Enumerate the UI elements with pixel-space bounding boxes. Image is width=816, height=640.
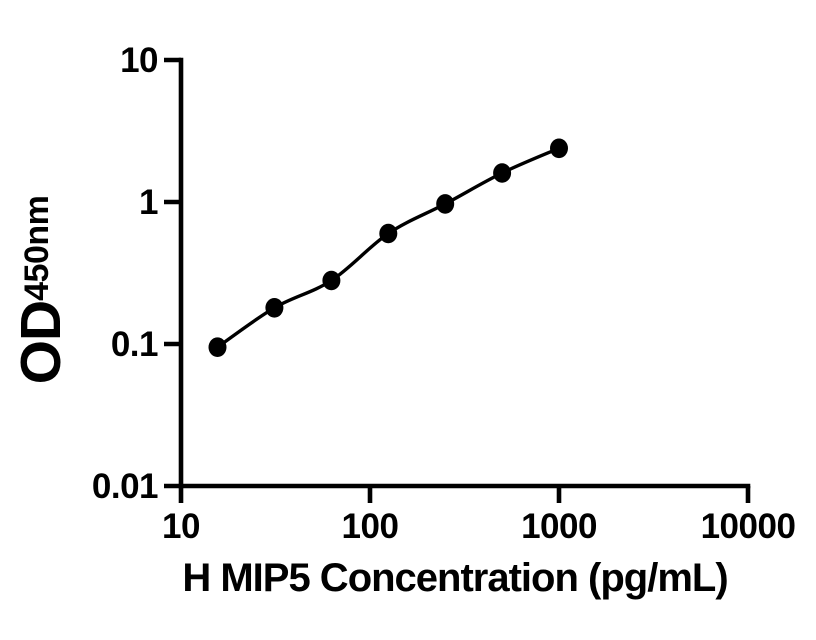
- data-point: [265, 298, 284, 318]
- x-axis-title: H MIP5 Concentration (pg/mL): [182, 556, 728, 600]
- x-tick-label: 100: [342, 507, 399, 546]
- data-point: [550, 138, 568, 159]
- y-tick-label: 1: [139, 183, 158, 222]
- y-tick-label: 10: [120, 41, 158, 80]
- data-point: [493, 163, 512, 183]
- y-tick-label: 0.01: [92, 467, 158, 506]
- x-tick-label: 10: [162, 507, 200, 546]
- data-point: [436, 194, 455, 214]
- y-tick-label: 0.1: [111, 325, 158, 364]
- data-point: [322, 270, 341, 291]
- data-point: [379, 223, 398, 244]
- x-tick-label: 10000: [701, 507, 796, 546]
- x-tick-label: 1000: [521, 507, 597, 546]
- data-point: [208, 337, 227, 358]
